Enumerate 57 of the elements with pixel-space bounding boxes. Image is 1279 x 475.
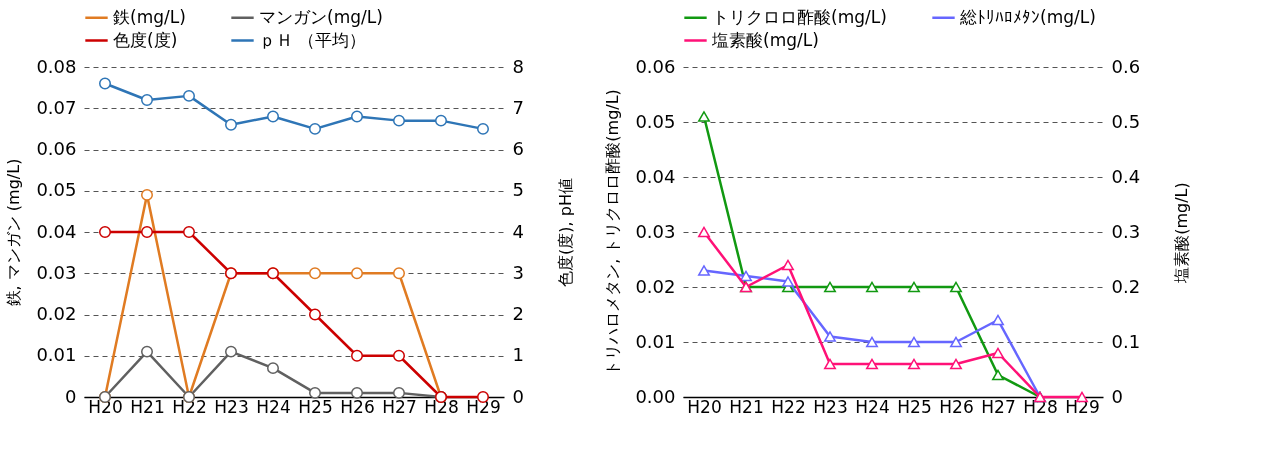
y-tick-label: 0.01 [36, 344, 77, 366]
y-tick-label: 0.02 [36, 303, 77, 324]
y-tick-label: 0.02 [635, 275, 676, 297]
x-tick-label: H25 [897, 396, 932, 417]
y-tick-label: 0.06 [635, 55, 676, 77]
y-tick-label: 0.04 [36, 220, 77, 242]
x-tick-label: H23 [813, 396, 848, 417]
y2-tick-label: 0.6 [1111, 55, 1141, 77]
legend-label: トリクロロ酢酸(mg/L) [712, 6, 887, 27]
x-tick-label: H22 [771, 396, 806, 417]
x-tick-label: H24 [855, 396, 890, 417]
y-tick-label: 0.04 [635, 165, 676, 187]
y2-tick-label: 0.4 [1111, 165, 1141, 187]
y2-tick-label: 6 [512, 138, 524, 159]
x-tick-label: H21 [729, 396, 764, 417]
x-tick-label: H21 [130, 396, 165, 417]
y-axis-title: トリハロメタン, トリクロロ酢酸(mg/L) [603, 89, 623, 376]
y2-tick-label: 0.3 [1111, 220, 1141, 242]
y-tick-label: 0.07 [36, 96, 77, 118]
y2-tick-label: 5 [512, 179, 524, 201]
y2-tick-label: 0.1 [1111, 330, 1141, 352]
x-tick-label: H26 [939, 396, 974, 417]
y-tick-label: 0.03 [635, 220, 676, 242]
y2-axis-title: 塩素酸(mg/L) [1172, 182, 1192, 284]
x-tick-label: H25 [298, 396, 333, 417]
x-tick-label: H24 [256, 396, 291, 417]
legend-label: 総ﾄﾘﾊﾛﾒﾀﾝ(mg/L) [959, 6, 1096, 27]
y-tick-label: 0.08 [36, 55, 77, 77]
y2-tick-label: 3 [512, 261, 524, 283]
y-tick-label: 0 [65, 385, 77, 407]
y-tick-label: 0.06 [36, 138, 77, 159]
y2-tick-label: 0 [1111, 385, 1123, 407]
legend-label: 鉄(mg/L) [113, 6, 186, 27]
y2-tick-label: 4 [512, 220, 524, 242]
legend-label: 色度(度) [113, 29, 178, 50]
y2-tick-label: 0.2 [1111, 275, 1141, 297]
x-tick-label: H20 [687, 396, 722, 417]
y2-tick-label: 8 [512, 55, 524, 77]
x-tick-label: H27 [382, 396, 417, 417]
y-axis-title: 鉄, マンガン (mg/L) [4, 158, 24, 307]
x-tick-label: H23 [214, 396, 249, 417]
y2-tick-label: 7 [512, 96, 524, 118]
y-tick-label: 0.01 [635, 330, 676, 352]
legend-label: 塩素酸(mg/L) [711, 29, 819, 50]
y2-tick-label: 1 [512, 344, 524, 366]
y2-tick-label: 0.5 [1111, 110, 1141, 132]
x-tick-label: H27 [981, 396, 1016, 417]
legend-label: マンガン(mg/L) [259, 6, 383, 27]
y2-tick-label: 0 [512, 385, 524, 407]
x-tick-label: H26 [340, 396, 375, 417]
y2-axis-title: 色度(度), pH値 [555, 178, 575, 287]
y-tick-label: 0.05 [635, 110, 676, 132]
legend-label: ｐＨ （平均） [259, 29, 367, 50]
y-tick-label: 0.00 [635, 385, 676, 407]
y-tick-label: 0.05 [36, 179, 77, 201]
y2-tick-label: 2 [512, 303, 524, 324]
y-tick-label: 0.03 [36, 261, 77, 283]
